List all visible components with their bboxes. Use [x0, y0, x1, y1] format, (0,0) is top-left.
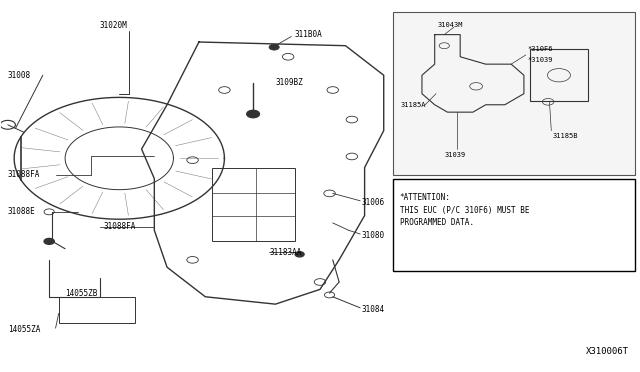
- Text: 31088E: 31088E: [8, 207, 35, 217]
- Text: *310F6: *310F6: [527, 46, 552, 52]
- Text: *ATTENTION:
THIS EUC (P/C 310F6) MUST BE
PROGRAMMED DATA.: *ATTENTION: THIS EUC (P/C 310F6) MUST BE…: [399, 193, 529, 227]
- Text: 14055ZB: 14055ZB: [65, 289, 97, 298]
- Text: 31185A: 31185A: [401, 102, 426, 108]
- Circle shape: [295, 252, 304, 257]
- Text: 311B0A: 311B0A: [294, 30, 323, 39]
- Text: 31088FA: 31088FA: [103, 222, 136, 231]
- Bar: [394, 179, 636, 271]
- Text: 31084: 31084: [362, 305, 385, 314]
- Bar: [212, 167, 294, 241]
- Text: 31183AA: 31183AA: [269, 248, 301, 257]
- Text: 31006: 31006: [362, 198, 385, 207]
- Bar: [531, 49, 588, 101]
- Text: 31080: 31080: [362, 231, 385, 240]
- Text: 31008: 31008: [8, 71, 31, 80]
- Text: 31043M: 31043M: [438, 22, 463, 28]
- Circle shape: [269, 44, 279, 50]
- Bar: [59, 297, 135, 323]
- Text: X310006T: X310006T: [586, 347, 629, 356]
- Bar: [394, 13, 636, 175]
- Circle shape: [246, 110, 259, 118]
- Text: 31185B: 31185B: [552, 133, 578, 139]
- Text: 14055ZA: 14055ZA: [8, 326, 40, 334]
- Text: 31039: 31039: [444, 152, 465, 158]
- Text: *31039: *31039: [527, 57, 552, 64]
- Text: 3109BZ: 3109BZ: [275, 78, 303, 87]
- Circle shape: [44, 238, 54, 244]
- Text: 31020M: 31020M: [99, 21, 127, 30]
- Text: 31088FA: 31088FA: [8, 170, 40, 179]
